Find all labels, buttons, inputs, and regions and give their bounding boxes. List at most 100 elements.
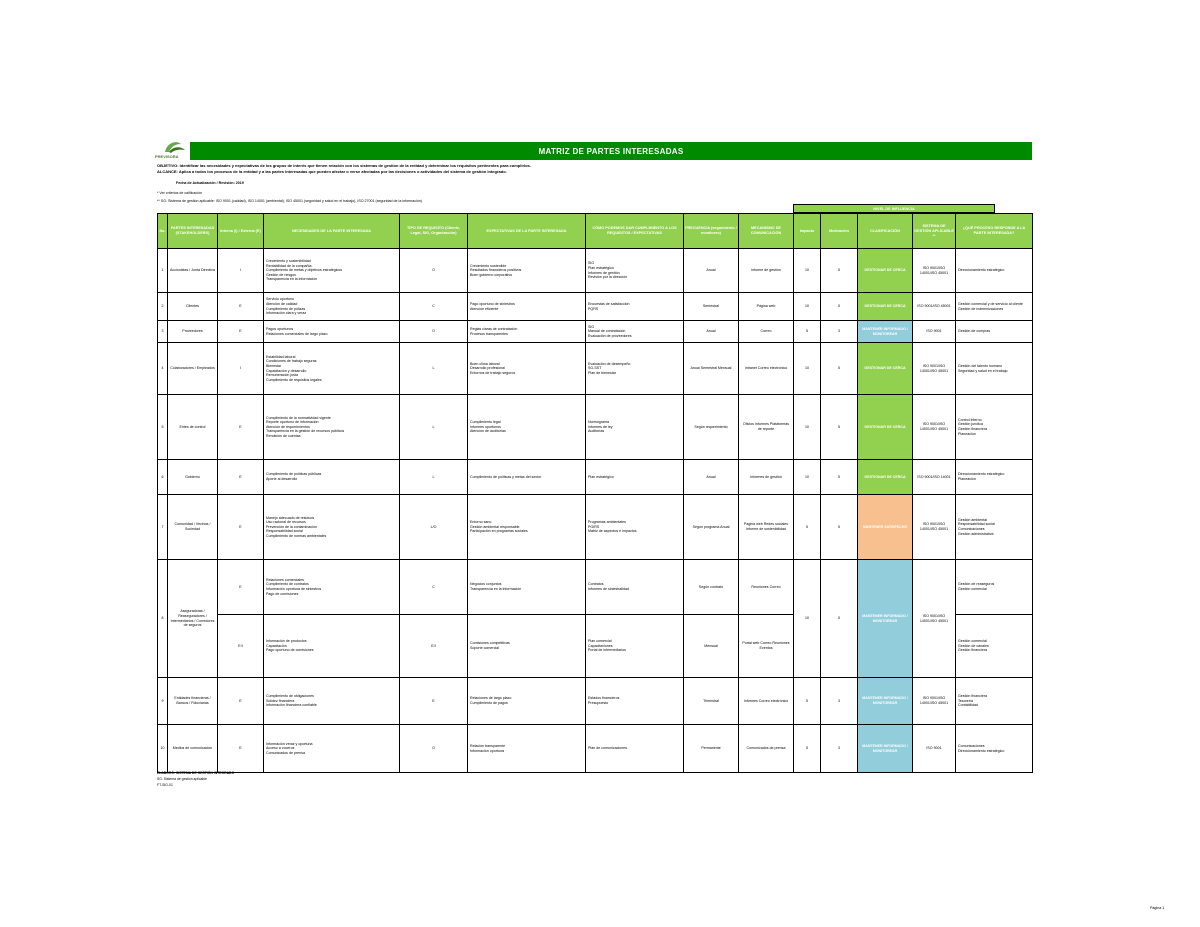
classification-badge: GESTIONAR DE CERCA [857,292,913,321]
company-logo [165,142,185,153]
requirement-type: L/O [399,494,468,560]
frequency: Trimestral [683,677,739,725]
influence-group-header: NIVEL DE INFLUENCIA [793,204,995,213]
internal-external: E [217,394,264,460]
compliance-method: Plan estratégico [585,459,684,495]
stakeholder-name: Colaboradores / Empleados [167,342,218,395]
internal-external: E [217,724,264,773]
column-header: Motivación [820,213,858,249]
frequency: Mensual [683,614,739,678]
requirement-type: L [399,394,468,460]
communication-mechanism: Comunicados de prensa [738,724,794,773]
motivation: 5 [820,559,858,678]
table-row: 5 Entes de control E Cumplimiento de la nor… [157,394,1033,460]
expectations: Comisiones competitivas Soporte comercia… [467,614,586,678]
table-row: 6 Gobierno E Cumplimiento de políticas públ… [157,459,1033,495]
table-row: 9 Entidades financieras / Bancos / Fiduci… [157,677,1033,725]
classification-badge: MANTENER INFORMADO / MONITOREAR [857,677,913,725]
classification-badge: MANTENER SATISFECHO [857,494,913,560]
stakeholder-name: Accionistas / Junta Directiva [167,248,218,293]
expectations: Reglas claras de contratación Procesos t… [467,320,586,343]
column-header: SISTEMA DE GESTIÓN APLICABLE ** [912,213,956,249]
requirement-type: O [399,248,468,293]
expectations: Cumplimiento legal Informes oportunos At… [467,394,586,460]
motivation: 5 [820,292,858,321]
requirement-type: E [399,677,468,725]
needs: Información de productos Capacitación Pa… [263,614,400,678]
communication-mechanism: Correo [738,320,794,343]
communication-mechanism: Informe de gestión [738,248,794,293]
motivation: 3 [820,724,858,773]
frequency: Según programa Anual [683,494,739,560]
impact: 5 [793,677,821,725]
motivation: 3 [820,677,858,725]
row-number: 10 [157,724,168,773]
stakeholder-matrix: No. PARTES INTERESADAS (STAKEHOLDERS) Inte… [157,213,1033,773]
stakeholder-name: Gobierno [167,459,218,495]
stakeholder-name: Entidades financieras / Bancos / Fiducia… [167,677,218,725]
expectations: Relación transparente Información oportu… [467,724,586,773]
internal-external: E [217,559,264,615]
table-row: 2 Clientes E Servicio oportuno Atención de … [157,292,1033,321]
communication-mechanism: Oficios Informes Plataformas de reporte [738,394,794,460]
expectations: Negocios conjuntos Transparencia en la i… [467,559,586,615]
table-row: 3 Proveedores E Pagos oportunos Relaciones … [157,320,1033,343]
needs: Manejo adecuado de residuos Uso racional… [263,494,400,560]
column-header: ¿QUÉ PROCESO RESPONDE A LA PARTE INTERES… [955,213,1033,249]
expectations: Entorno sano Gestión ambiental responsab… [467,494,586,560]
responsible-process: Gestión del talento humano Seguridad y s… [955,342,1033,395]
expectations: Relaciones de largo plazo Cumplimiento d… [467,677,586,725]
requirement-type: L [399,459,468,495]
responsible-process: Gestión de compras [955,320,1033,343]
requirement-type: C [399,559,468,615]
expectations: Crecimiento sostenible Resultados financ… [467,248,586,293]
table-row: 4 Colaboradores / Empleados I Estabilidad l… [157,342,1033,395]
compliance-method: Estados financieros Presupuesto [585,677,684,725]
internal-external: E [217,677,264,725]
internal-external: I [217,248,264,293]
frequency: Anual [683,320,739,343]
column-header: EXPECTATIVAS DE LA PARTE INTERESADA [467,213,586,249]
impact: 10 [793,248,821,293]
frequency: Anual [683,248,739,293]
classification-badge: GESTIONAR DE CERCA [857,248,913,293]
classification-badge: MANTENER INFORMADO / MONITOREAR [857,320,913,343]
requirement-type: O [399,320,468,343]
responsible-process: Gestión financiera Tesorería Contabilida… [955,677,1033,725]
internal-external: E [217,292,264,321]
requirement-type: O [399,724,468,773]
responsible-process: Direccionamiento estratégico [955,248,1033,293]
stakeholder-name: Clientes [167,292,218,321]
expectations: Cumplimiento de políticas y metas del se… [467,459,586,495]
compliance-method: Evaluación de desempeño SG-SST Plan de b… [585,342,684,395]
internal-external: E [217,494,264,560]
needs: Cumplimiento de obligaciones Solidez fin… [263,677,400,725]
compliance-method: Plan de comunicaciones [585,724,684,773]
internal-external: E [217,320,264,343]
frequency: Anual Semestral Mensual [683,342,739,395]
management-system: ISO 9001/ISO 14001/ISO 45001 [912,248,956,293]
impact: 5 [793,494,821,560]
communication-mechanism: Reuniones Correo [738,559,794,615]
expectations: Pago oportuno de siniestros Atención efi… [467,292,586,321]
responsible-process: Direccionamiento estratégico Planeación [955,459,1033,495]
management-system: ISO 9001/ISO 14001 [912,459,956,495]
footer-prepared: ELABORÓ: SISTEMA DE GESTIÓN INTEGRADO [157,771,235,775]
impact: 10 [793,394,821,460]
compliance-method: Plan comercial Capacitaciones Portal de … [585,614,684,678]
needs: Pagos oportunos Relaciones comerciales d… [263,320,400,343]
logo-text: PREVISORA [155,154,179,159]
impact: 10 [793,559,821,678]
table-row: E/I Información de productos Capacitación… [158,614,1033,678]
internal-external: E [217,459,264,495]
table-row: 7 Comunidad / Vecinos / Sociedad E Manejo a… [157,494,1033,560]
row-number: 5 [157,394,168,460]
compliance-method: Encuestas de satisfacción PQRS [585,292,684,321]
row-number: 8 [157,559,168,678]
note-sg: ** SG: Sistema de gestión aplicable: ISO… [157,199,423,203]
scope-text: ALCANCE: Aplica a todos los procesos de … [157,169,507,174]
frequency: Según contrato [683,559,739,615]
classification-badge: GESTIONAR DE CERCA [857,342,913,395]
communication-mechanism: Página web [738,292,794,321]
stakeholder-name: Aseguradoras / Reaseguradores / Intermed… [167,559,218,678]
